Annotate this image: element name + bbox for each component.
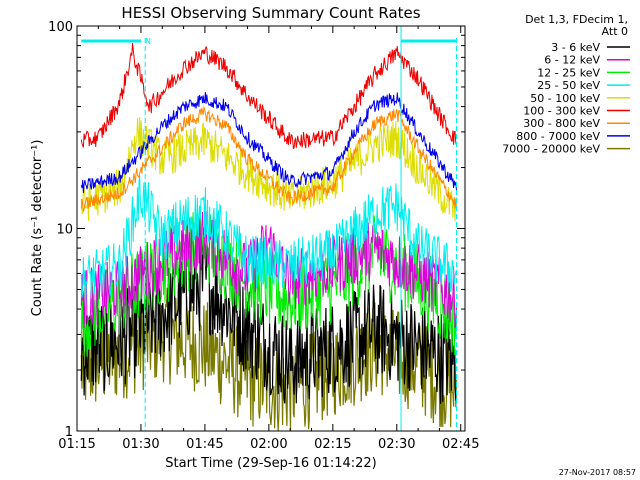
series-line-1	[80, 211, 457, 329]
series-line-6	[80, 105, 457, 212]
y-axis-label: Count Rate (s⁻¹ detector⁻¹)	[30, 140, 45, 317]
night-bar-label: N	[145, 37, 151, 46]
legend-label: 800 - 7000 keV	[516, 130, 600, 143]
series-line-0	[80, 239, 458, 404]
axis-layer: 01:15 01:30 01:45 02:00 02:15 02:30 02:45 1 10 10…	[48, 20, 479, 452]
x-tick-label: 02:00	[250, 437, 287, 452]
x-tick-label: 02:45	[442, 437, 479, 452]
x-tick-label: 01:45	[186, 437, 223, 452]
x-tick-label: 01:15	[58, 437, 95, 452]
x-tick-label: 02:30	[378, 437, 415, 452]
marker-layer: N	[81, 26, 457, 431]
legend-label: 300 - 800 keV	[523, 117, 600, 130]
series-line-7	[80, 92, 457, 194]
legend-label: 6 - 12 keV	[544, 54, 600, 67]
series-line-4	[80, 117, 457, 222]
legend-label: 12 - 25 keV	[537, 66, 600, 79]
legend-label: 100 - 300 keV	[523, 105, 600, 118]
x-axis-label: Start Time (29-Sep-16 01:14:22)	[165, 456, 376, 471]
legend-header: Det 1,3, FDecim 1,	[525, 13, 628, 26]
x-tick-label: 01:30	[122, 437, 159, 452]
y-tick-label: 10	[56, 223, 73, 238]
y-tick-label: 100	[48, 20, 73, 35]
legend-label: 50 - 100 keV	[530, 92, 600, 105]
footer-timestamp: 27-Nov-2017 08:57	[559, 468, 636, 477]
legend-label: 25 - 50 keV	[537, 79, 600, 92]
x-tick-label: 02:15	[314, 437, 351, 452]
legend-header: Att 0	[602, 25, 628, 38]
series-layer	[80, 43, 458, 432]
y-tick-label: 1	[65, 425, 73, 440]
series-line-5	[80, 43, 457, 150]
chart-title: HESSI Observing Summary Count Rates	[121, 4, 420, 22]
series-line-3	[80, 175, 457, 306]
legend-label: 7000 - 20000 keV	[502, 143, 600, 156]
legend-label: 3 - 6 keV	[551, 41, 600, 54]
